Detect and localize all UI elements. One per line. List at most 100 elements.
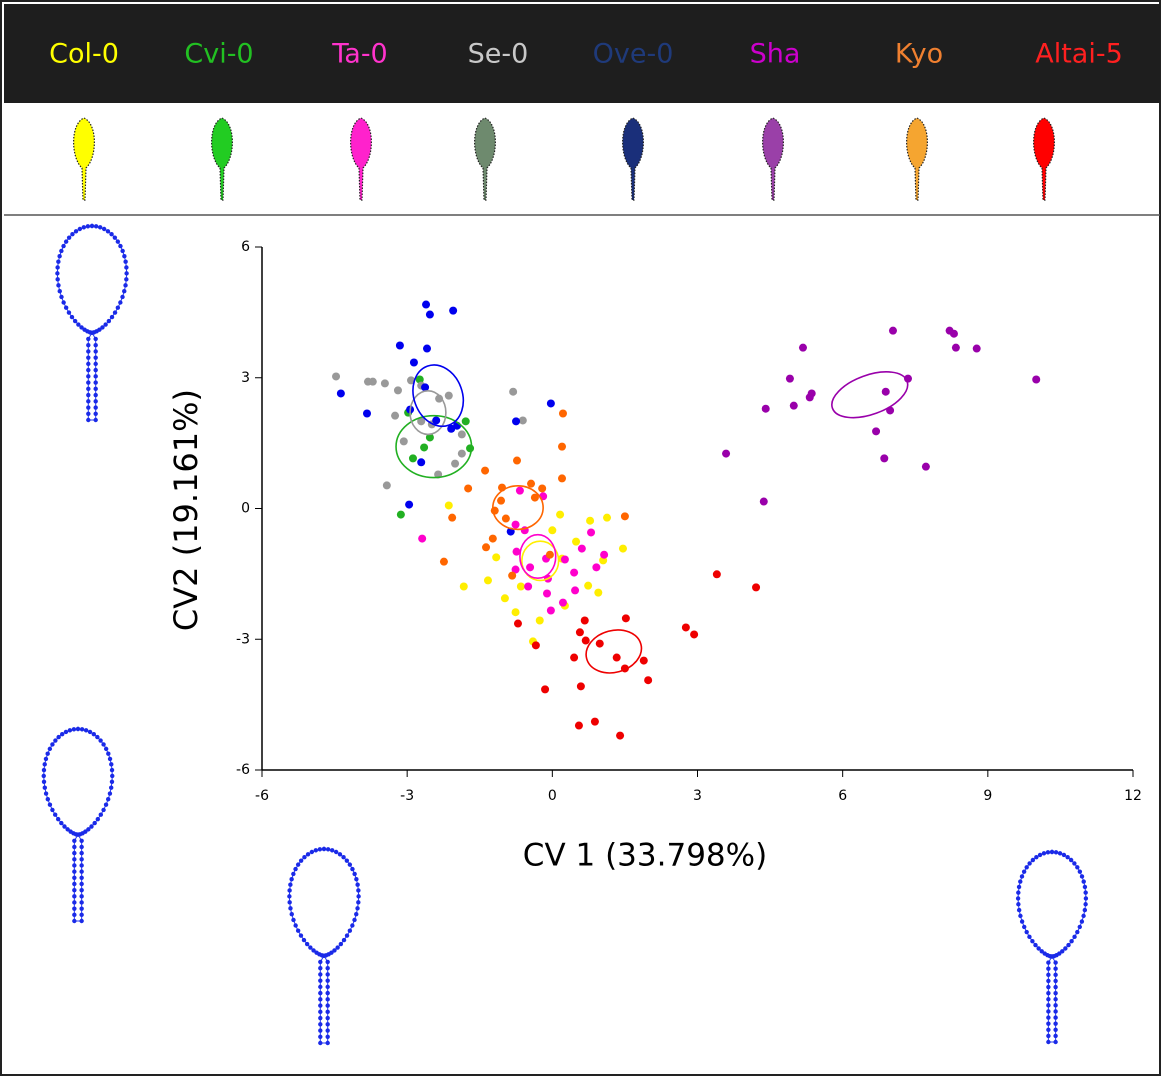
outline-dot <box>86 349 91 354</box>
point <box>572 537 581 546</box>
point <box>518 416 527 425</box>
outline-dot <box>1046 960 1051 965</box>
outline-dot <box>69 314 75 320</box>
outline-dot <box>93 349 98 354</box>
outline-dot <box>109 762 114 767</box>
outline-dot <box>93 380 98 385</box>
outline-dot <box>1046 1027 1051 1032</box>
point <box>616 731 625 740</box>
outline-dot <box>344 933 350 938</box>
outline-dot <box>298 858 304 863</box>
outline-dot <box>313 848 318 853</box>
outline-dot <box>93 224 99 229</box>
outline-dot <box>66 310 72 315</box>
outline-dot <box>1016 884 1022 890</box>
outline-dot <box>325 997 330 1002</box>
outline-dot <box>98 812 104 817</box>
outline-dot <box>79 894 84 899</box>
outline-dot <box>311 948 316 953</box>
point <box>513 456 522 465</box>
point <box>483 576 492 585</box>
point <box>560 555 569 564</box>
x-axis-label: CV 1 (33.798%) <box>523 838 767 874</box>
point <box>921 462 930 471</box>
outline-dot <box>72 863 77 868</box>
outline-dot <box>325 965 330 971</box>
outline-dot <box>1037 852 1043 858</box>
legend-label: Kyo <box>895 39 943 70</box>
outline-dot <box>59 248 64 254</box>
outline-dot <box>59 294 64 300</box>
outline-dot <box>1046 1009 1051 1014</box>
outline-dot <box>352 917 357 923</box>
outline-dot <box>86 392 91 398</box>
point <box>972 344 981 353</box>
outline-dot <box>1082 884 1088 890</box>
outline-dot <box>100 325 105 330</box>
point <box>881 387 890 396</box>
outline-dot <box>1030 938 1035 944</box>
outline-dot <box>355 906 360 911</box>
outline-dot <box>67 728 73 733</box>
outline-dot <box>86 411 91 416</box>
outline-dot <box>42 785 48 790</box>
legend-label: Col-0 <box>49 39 119 70</box>
outline-dot <box>1065 854 1070 860</box>
outline-dot <box>1033 942 1038 948</box>
outline-dot <box>1081 879 1086 884</box>
point <box>577 544 586 553</box>
outline-dot <box>93 386 98 392</box>
outline-dot <box>79 887 84 893</box>
point <box>681 623 690 632</box>
legend-label: Altai-5 <box>1035 39 1123 70</box>
outline-dot <box>288 882 293 887</box>
outline-dot <box>350 923 355 928</box>
outline-dot <box>79 869 84 874</box>
confidence-ellipse <box>395 414 473 479</box>
outline-dot <box>93 405 98 410</box>
point <box>415 375 424 384</box>
outline-dot <box>1072 861 1077 866</box>
point <box>548 526 557 535</box>
outline-dot <box>93 417 98 423</box>
outline-dot <box>325 959 330 965</box>
point <box>380 379 389 388</box>
outline-dot <box>354 877 359 882</box>
outline-dot <box>325 1022 330 1027</box>
outline-dot <box>86 386 91 392</box>
outline-dot <box>79 906 84 911</box>
outline-dot <box>1053 966 1058 971</box>
outline-dot <box>55 816 61 822</box>
y-tick-label: -6 <box>236 762 250 778</box>
outline-dot <box>1053 1015 1058 1020</box>
point <box>409 358 418 367</box>
outline-dot <box>350 866 355 872</box>
point <box>586 516 595 525</box>
point <box>524 582 533 591</box>
point <box>395 341 404 350</box>
outline-dot <box>103 746 109 752</box>
outline-dot <box>1018 879 1023 884</box>
point <box>712 570 721 579</box>
legend-label: Sha <box>750 39 801 70</box>
outline-dot <box>109 314 115 320</box>
outline-dot <box>1046 972 1051 978</box>
outline-dot <box>61 243 66 249</box>
point <box>408 454 417 463</box>
leaf-icon <box>211 117 233 201</box>
outline-dot <box>338 941 344 947</box>
outline-dot <box>107 756 113 762</box>
outline-dot <box>352 871 357 877</box>
outline-dot <box>344 858 350 863</box>
outline-dot <box>1046 1015 1051 1020</box>
outline-dot <box>308 945 313 950</box>
outline-dot <box>287 894 292 899</box>
outline-dot <box>332 948 337 953</box>
leaf-icon <box>622 117 644 201</box>
point <box>417 458 426 467</box>
x-tick-label: -6 <box>255 788 269 804</box>
outline-dot <box>53 738 58 743</box>
outline-dot <box>289 877 294 882</box>
outline-dot <box>79 727 85 732</box>
